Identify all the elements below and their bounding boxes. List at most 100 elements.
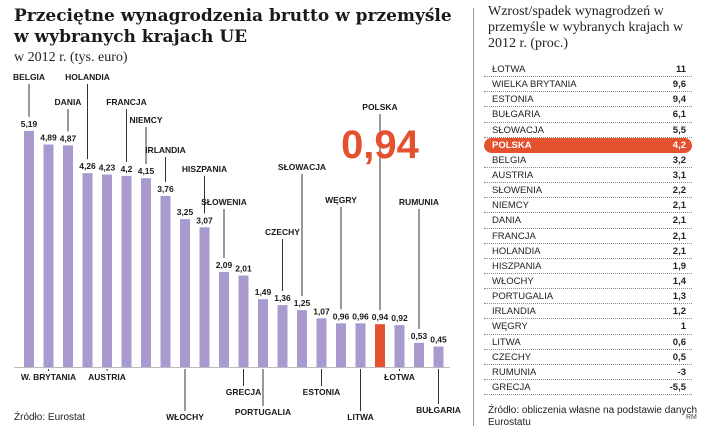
table-row: ESTONIA 9,4 (484, 92, 692, 108)
table-country: HISZPANIA (492, 260, 542, 272)
table-value: 1,4 (672, 275, 686, 287)
bar-group-portugalia: 1,49 PORTUGALIA (235, 287, 291, 417)
table-value: 0,5 (672, 351, 686, 363)
category-label-litwa: LITWA (347, 412, 373, 422)
value-label-francja: 4,2 (121, 164, 133, 174)
value-label-hiszpania: 3,07 (196, 215, 213, 225)
bar-slowacja (297, 310, 307, 367)
category-label-lotwa: ŁOTWA (384, 372, 415, 382)
chart-source: Źródło: Eurostat (14, 412, 86, 423)
bar-group-holandia: 4,26 HOLANDIA (65, 72, 110, 367)
category-label-w-brytania: W. BRYTANIA (21, 372, 76, 382)
table-country: CZECHY (492, 351, 532, 363)
table-value: 3,2 (672, 154, 686, 166)
table-row: LITWA 0,6 (484, 335, 692, 350)
table-row: BELGIA 3,2 (484, 153, 692, 168)
category-label-irlandia: IRLANDIA (145, 145, 186, 155)
table-value: 9,4 (672, 94, 686, 106)
category-label-wlochy: WŁOCHY (166, 412, 204, 422)
bar-group-rumunia: 0,53 RUMUNIA (399, 197, 439, 367)
category-label-slowenia: SŁOWENIA (201, 197, 247, 207)
table-country: ESTONIA (492, 94, 534, 106)
bar-holandia (82, 173, 93, 367)
table-country: RUMUNIA (492, 366, 537, 378)
table-row: WIELKA BRYTANIA 9,6 (484, 77, 692, 93)
highlight-value: 0,94 (341, 123, 420, 167)
value-label-rumunia: 0,53 (411, 331, 428, 341)
table-country: NIEMCY (492, 200, 529, 212)
category-label-czechy: CZECHY (265, 227, 300, 237)
table-row: GRECJA -5,5 (484, 380, 692, 396)
table-value: -3 (677, 366, 686, 378)
bar-group-niemcy: 4,15 NIEMCY (129, 115, 163, 367)
table-country: POLSKA (492, 139, 532, 151)
table-value: 2,1 (672, 200, 686, 212)
bar-lotwa (394, 325, 405, 367)
table-row: POLSKA 4,2 (484, 137, 692, 153)
value-label-slowacja: 1,25 (294, 298, 311, 308)
category-label-slowacja: SŁOWACJA (278, 162, 326, 172)
bar-rumunia (414, 342, 424, 367)
category-label-portugalia: PORTUGALIA (235, 407, 291, 417)
value-label-irlandia: 3,76 (157, 184, 174, 194)
table-value: 11 (675, 64, 686, 75)
table-value: 5,5 (672, 124, 686, 136)
table-value: 2,1 (672, 215, 686, 227)
value-label-w-brytania: 4,89 (40, 133, 57, 143)
table-row: SŁOWACJA 5,5 (484, 123, 692, 138)
bar-wlochy (180, 219, 190, 367)
category-label-dania: DANIA (55, 97, 82, 107)
category-label-bulgaria: BUŁGARIA (416, 405, 461, 415)
value-label-niemcy: 4,15 (138, 166, 155, 176)
value-label-wlochy: 3,25 (177, 207, 194, 217)
value-label-belgia: 5,19 (21, 119, 38, 129)
category-label-hiszpania: HISZPANIA (182, 164, 227, 174)
table-row: WĘGRY 1 (484, 319, 692, 335)
bar-wegry (336, 323, 346, 367)
table-row: CZECHY 0,5 (484, 350, 692, 365)
table-country: ŁOTWA (492, 64, 526, 75)
table-row: SŁOWENIA 2,2 (484, 183, 692, 199)
bar-bulgaria (433, 346, 444, 367)
bar-group-wegry: 0,96 WĘGRY (325, 195, 357, 367)
bar-slowenia (219, 271, 229, 367)
table-value: 6,1 (672, 109, 686, 121)
table-value: 1 (680, 321, 686, 333)
category-label-francja: FRANCJA (106, 97, 147, 107)
bar-irlandia (160, 195, 171, 367)
table-value: 9,6 (672, 79, 686, 91)
table-row: WŁOCHY 1,4 (484, 274, 692, 290)
table-row: HISZPANIA 1,9 (484, 259, 692, 274)
table-country: SŁOWENIA (492, 185, 543, 197)
bar-group-austria: 4,23 AUSTRIA (88, 163, 126, 382)
bar-group-slowacja: 1,25 SŁOWACJA (278, 162, 326, 367)
bar-w-brytania (43, 144, 54, 367)
bar-estonia (316, 318, 327, 367)
bar-group-czechy: 1,36 CZECHY (265, 227, 300, 367)
category-label-wegry: WĘGRY (325, 195, 357, 205)
table-value: 1,3 (672, 291, 686, 303)
table-country: WIELKA BRYTANIA (492, 79, 577, 91)
value-label-slowenia: 2,09 (216, 260, 233, 270)
table-value: 1,9 (672, 260, 686, 272)
category-label-rumunia: RUMUNIA (399, 197, 439, 207)
bar-litwa (355, 323, 366, 367)
bar-group-irlandia: 3,76 IRLANDIA (145, 145, 186, 367)
chart-title: Przeciętne wynagrodzenia brutto w przemy… (14, 6, 452, 47)
bar-polska (375, 324, 385, 367)
bar-group-wlochy: 3,25 WŁOCHY (166, 207, 204, 422)
table-country: HOLANDIA (492, 245, 541, 257)
table-country: LITWA (492, 336, 521, 348)
table-value: 2,1 (672, 230, 686, 242)
bar-group-grecja: 2,01 GRECJA (226, 264, 261, 397)
table-country: WŁOCHY (492, 275, 534, 287)
bar-czechy (277, 305, 288, 367)
table-country: DANIA (492, 215, 522, 227)
value-label-polska: 0,94 (372, 312, 389, 322)
table-row: NIEMCY 2,1 (484, 198, 692, 214)
table-value: 3,1 (672, 169, 686, 181)
value-label-austria: 4,23 (99, 163, 116, 173)
value-label-estonia: 1,07 (313, 306, 330, 316)
category-label-niemcy: NIEMCY (129, 115, 162, 125)
table-row: HOLANDIA 2,1 (484, 244, 692, 259)
